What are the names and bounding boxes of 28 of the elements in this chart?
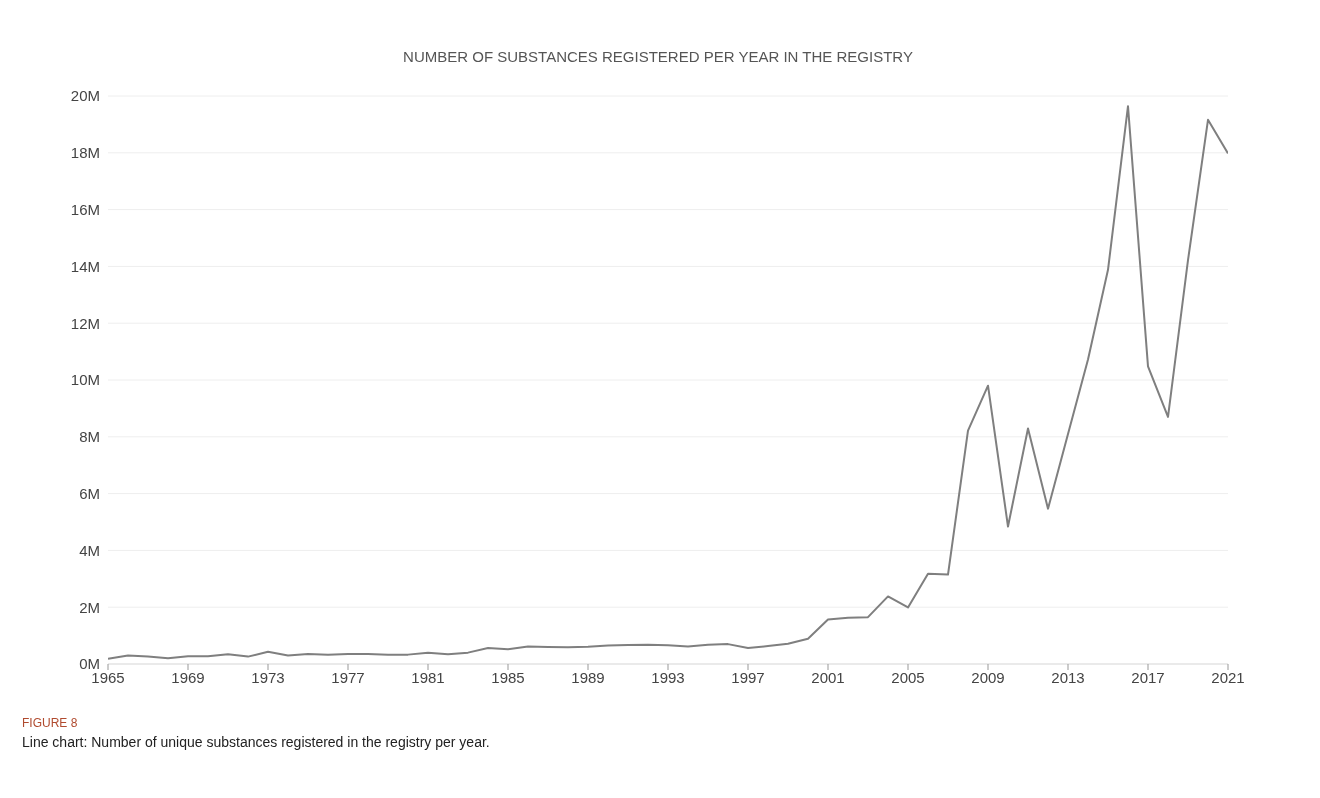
- x-tick-label: 1997: [731, 668, 765, 686]
- x-tick-label: 2017: [1131, 668, 1165, 686]
- y-tick-label: 12M: [70, 314, 100, 332]
- y-tick-label: 4M: [79, 541, 100, 559]
- y-tick-label: 14M: [70, 257, 100, 275]
- x-tick-label: 2021: [1211, 668, 1245, 686]
- x-tick-label: 1985: [491, 668, 525, 686]
- line-series: [108, 105, 1228, 660]
- x-tick-label: 1981: [411, 668, 445, 686]
- y-tick-label: 8M: [79, 428, 100, 446]
- y-tick-label: 2M: [79, 598, 100, 616]
- x-tick-label: 2013: [1051, 668, 1085, 686]
- x-tick-label: 1973: [251, 668, 285, 686]
- x-tick-label: 1989: [571, 668, 605, 686]
- x-tick-label: 1993: [651, 668, 685, 686]
- y-tick-label: 18M: [70, 144, 100, 162]
- text: Line chart: Number of unique substances registered in the registry per year.: [22, 734, 491, 750]
- y-tick-label: 20M: [70, 87, 100, 105]
- x-tick-label: 1969: [171, 668, 205, 686]
- x-tick-label: 1977: [331, 668, 365, 686]
- y-tick-label: 16M: [70, 200, 100, 218]
- x-tick-label: 2009: [971, 668, 1005, 686]
- chart-title: NUMBER OF SUBSTANCES REGISTERED PER YEAR IN THE REGISTRY: [402, 47, 914, 67]
- y-tick-label: 6M: [79, 484, 100, 502]
- caption: FIGURE 8: [22, 716, 79, 730]
- y-tick-label: 10M: [70, 371, 100, 389]
- x-tick-label: 2001: [811, 668, 845, 686]
- x-tick-label: 2005: [891, 668, 925, 686]
